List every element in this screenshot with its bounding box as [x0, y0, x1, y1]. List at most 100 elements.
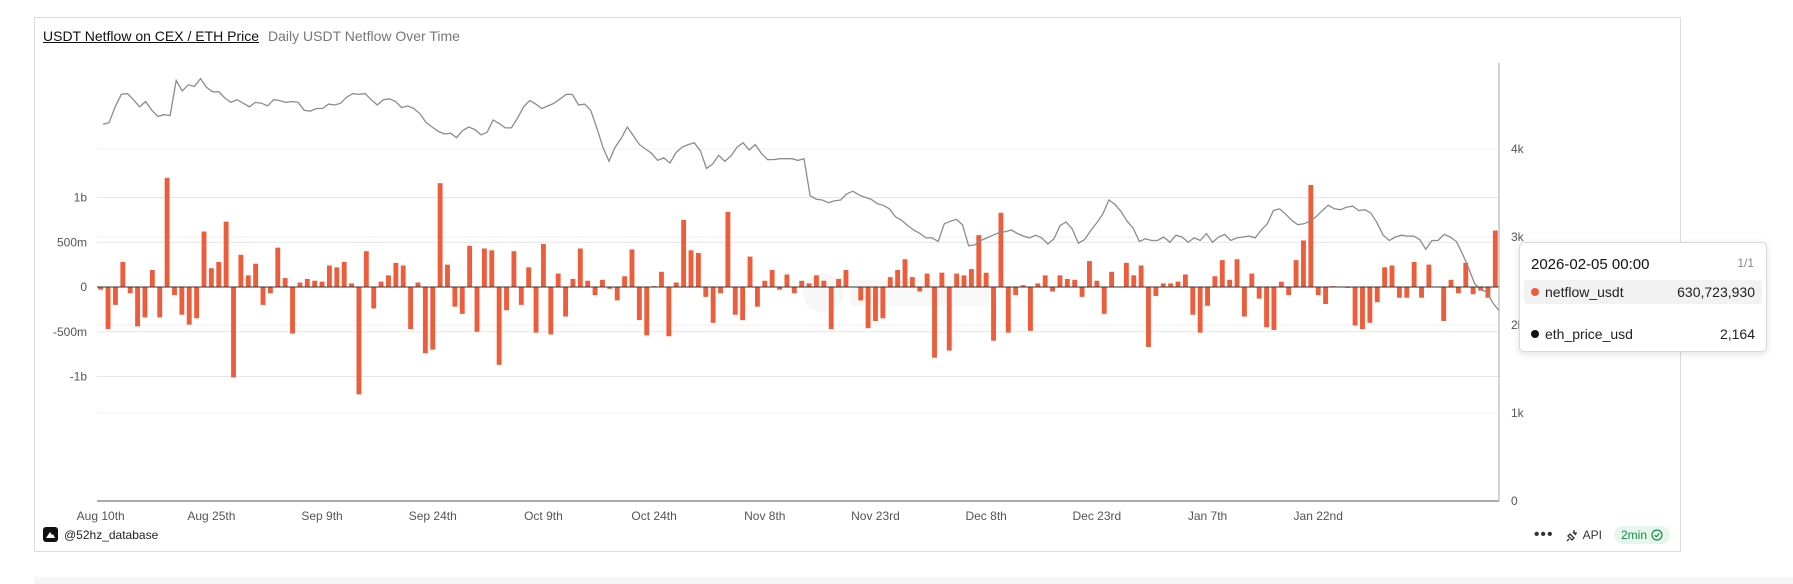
netflow-bar [600, 279, 605, 287]
netflow-bar [1219, 260, 1225, 287]
netflow-bar [393, 262, 399, 287]
netflow-bar [902, 259, 908, 287]
netflow-bar [452, 287, 458, 307]
netflow-bar [415, 282, 421, 287]
netflow-bar [843, 270, 849, 287]
left-axis-labels: 1b 500m 0 -500m -1b [53, 191, 87, 384]
netflow-bar [1396, 287, 1402, 298]
netflow-bar [932, 287, 937, 358]
tooltip-series-value: 630,723,930 [1677, 284, 1755, 300]
y-left-tick-label: -1b [70, 370, 88, 384]
netflow-bar [1227, 279, 1233, 287]
netflow-bar [563, 287, 568, 317]
netflow-bar [769, 270, 775, 287]
netflow-bar [607, 287, 613, 289]
x-tick-label: Nov 23rd [851, 509, 900, 523]
netflow-bar [636, 287, 642, 321]
y-right-tick-label: 4k [1511, 142, 1525, 156]
y-right-tick-label: 0 [1511, 494, 1518, 508]
netflow-bar [1293, 260, 1299, 287]
netflow-bar [105, 287, 111, 330]
netflow-bar [1035, 283, 1041, 287]
netflow-bar [1463, 262, 1469, 287]
netflow-bar [799, 280, 805, 287]
netflow-bar [548, 287, 554, 335]
netflow-bar [814, 275, 819, 287]
api-button[interactable]: API [1566, 528, 1602, 542]
chart-title[interactable]: USDT Netflow on CEX / ETH Price [43, 28, 260, 44]
netflow-bar [1109, 271, 1115, 287]
netflow-bar [659, 271, 664, 287]
netflow-bar [1042, 275, 1048, 287]
netflow-bar [1367, 287, 1373, 323]
netflow-bar [1271, 287, 1277, 330]
netflow-bar [533, 287, 539, 333]
netflow-bar [1301, 240, 1306, 287]
more-options-icon[interactable]: ••• [1533, 526, 1554, 543]
netflow-dot-icon [1531, 288, 1539, 296]
y-right-tick-label: 1k [1511, 406, 1525, 420]
x-tick-label: Nov 8th [744, 509, 785, 523]
netflow-bar [983, 272, 989, 287]
netflow-bar [1426, 264, 1432, 288]
netflow-bar [98, 287, 104, 290]
netflow-bar [1005, 287, 1011, 333]
netflow-bar [445, 264, 450, 288]
netflow-bar [1160, 283, 1166, 287]
netflow-bar [231, 287, 236, 378]
netflow-bar [437, 183, 443, 287]
netflow-bar [135, 287, 141, 327]
plug-icon [1566, 529, 1577, 541]
author-tag[interactable]: @52hz_database [43, 527, 158, 542]
netflow-bar [1175, 281, 1181, 287]
netflow-bar [371, 287, 377, 309]
netflow-bar [1153, 287, 1159, 296]
netflow-bar [777, 287, 782, 290]
netflow-bar [629, 249, 635, 287]
netflow-bar [1382, 267, 1388, 287]
netflow-bar [1168, 283, 1174, 287]
page-bottom-strip [34, 577, 1793, 584]
tooltip-row-eth-price: eth_price_usd 2,164 [1524, 322, 1762, 346]
x-tick-label: Sep 24th [409, 509, 457, 523]
netflow-bar [312, 280, 318, 287]
netflow-bar [489, 250, 495, 287]
netflow-bar [718, 287, 723, 294]
netflow-bar [1352, 287, 1358, 326]
netflow-bar [865, 287, 871, 329]
netflow-bars [98, 177, 1498, 395]
x-tick-label: Dec 8th [965, 509, 1006, 523]
netflow-bar [703, 287, 709, 297]
netflow-bar [1374, 287, 1380, 303]
netflow-bar [1411, 261, 1417, 287]
eth-price-dot-icon [1531, 330, 1539, 338]
netflow-bar [681, 219, 687, 288]
netflow-bar [1470, 287, 1476, 295]
netflow-bar [194, 287, 200, 319]
netflow-bar [319, 281, 325, 287]
netflow-bar [991, 287, 996, 341]
netflow-bar [363, 251, 369, 287]
netflow-bar [946, 287, 952, 351]
netflow-bar [592, 287, 598, 296]
netflow-bar [1286, 287, 1292, 296]
netflow-bar [880, 287, 886, 319]
netflow-bar [1256, 287, 1262, 299]
netflow-bar [1212, 276, 1218, 287]
refresh-badge[interactable]: 2min [1613, 526, 1670, 544]
netflow-bar [754, 287, 760, 307]
netflow-bar [386, 275, 391, 287]
netflow-bar [924, 273, 930, 287]
netflow-bar [740, 287, 746, 321]
netflow-bar [511, 251, 517, 287]
netflow-bar [216, 261, 222, 287]
netflow-bar [998, 212, 1004, 287]
author-name: @52hz_database [64, 527, 159, 542]
netflow-bar [710, 287, 716, 323]
netflow-bar [732, 287, 738, 315]
netflow-bar [164, 177, 170, 287]
netflow-bar [260, 287, 266, 305]
netflow-bar [1131, 275, 1137, 287]
netflow-bar [577, 248, 583, 287]
